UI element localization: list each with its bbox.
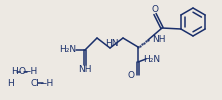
Text: Cl: Cl — [31, 78, 40, 88]
Text: O: O — [18, 68, 26, 76]
Text: −H: −H — [23, 68, 37, 76]
Text: −H: −H — [39, 78, 53, 88]
Text: O: O — [127, 70, 135, 80]
Text: NH: NH — [152, 36, 165, 44]
Text: H₂N: H₂N — [143, 55, 161, 64]
Text: H₂N: H₂N — [59, 46, 77, 54]
Text: NH: NH — [78, 66, 92, 74]
Text: O: O — [151, 6, 159, 14]
Text: HN: HN — [105, 38, 119, 48]
Text: H: H — [11, 68, 17, 76]
Text: H: H — [7, 78, 13, 88]
